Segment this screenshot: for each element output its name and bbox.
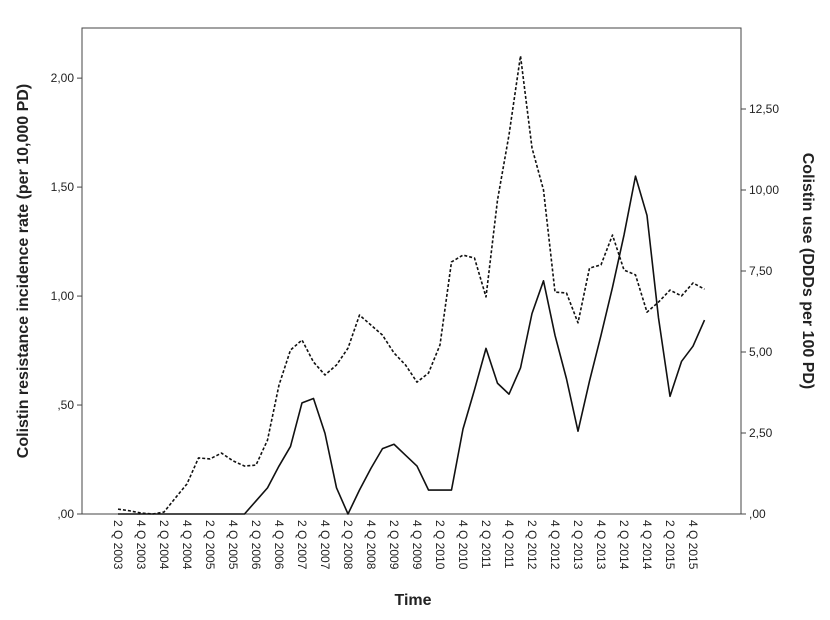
y2-tick-label: 5,00 [749,345,773,359]
y2-tick-label: ,00 [749,507,766,521]
y-axis-title: Colistin resistance incidence rate (per … [15,84,32,458]
y2-tick-label: 10,00 [749,183,779,197]
series-line [118,175,706,515]
x-tick-label: 4 Q 2015 [686,520,700,570]
x-tick-label: 4 Q 2003 [134,520,148,570]
x-tick-label: 2 Q 2011 [479,520,493,569]
x-axis-title: Time [394,592,431,609]
plot-frame [81,27,742,515]
y2-tick-label: 7,50 [749,264,773,278]
x-tick-label: 4 Q 2011 [502,520,516,569]
x-tick-label: 2 Q 2014 [617,520,631,570]
x-tick-label: 2 Q 2009 [387,520,401,570]
x-tick-label: 4 Q 2005 [226,520,240,570]
x-tick-label: 2 Q 2013 [571,520,585,570]
x-tick-label: 4 Q 2009 [410,520,424,570]
y2-tick-label: 12,50 [749,102,779,116]
y2-axis-title: Colistin use (DDDs per 100 PD) [799,153,816,390]
x-tick-label: 2 Q 2006 [249,520,263,570]
x-tick-label: 4 Q 2010 [456,520,470,570]
y-tick-label: ,50 [57,398,74,412]
x-tick-label: 4 Q 2008 [364,520,378,570]
x-tick-label: 2 Q 2007 [295,520,309,570]
series-line [117,55,705,515]
x-tick-label: 4 Q 2006 [272,520,286,570]
y-tick-label: 2,00 [51,71,75,85]
y2-tick-label: 2,50 [749,426,773,440]
y-tick-label: ,00 [57,507,74,521]
x-tick-label: 2 Q 2005 [203,520,217,570]
x-tick-label: 2 Q 2012 [525,520,539,570]
x-tick-label: 4 Q 2007 [318,520,332,570]
x-tick-label: 4 Q 2004 [180,520,194,570]
x-tick-label: 2 Q 2015 [663,520,677,570]
x-tick-label: 2 Q 2004 [157,520,171,570]
y-tick-label: 1,00 [51,289,75,303]
x-tick-label: 4 Q 2014 [640,520,654,570]
y-tick-label: 1,50 [51,180,75,194]
x-tick-label: 2 Q 2003 [111,520,125,570]
x-tick-label: 2 Q 2008 [341,520,355,570]
x-tick-label: 4 Q 2012 [548,520,562,570]
x-tick-label: 4 Q 2013 [594,520,608,570]
x-tick-label: 2 Q 2010 [433,520,447,570]
